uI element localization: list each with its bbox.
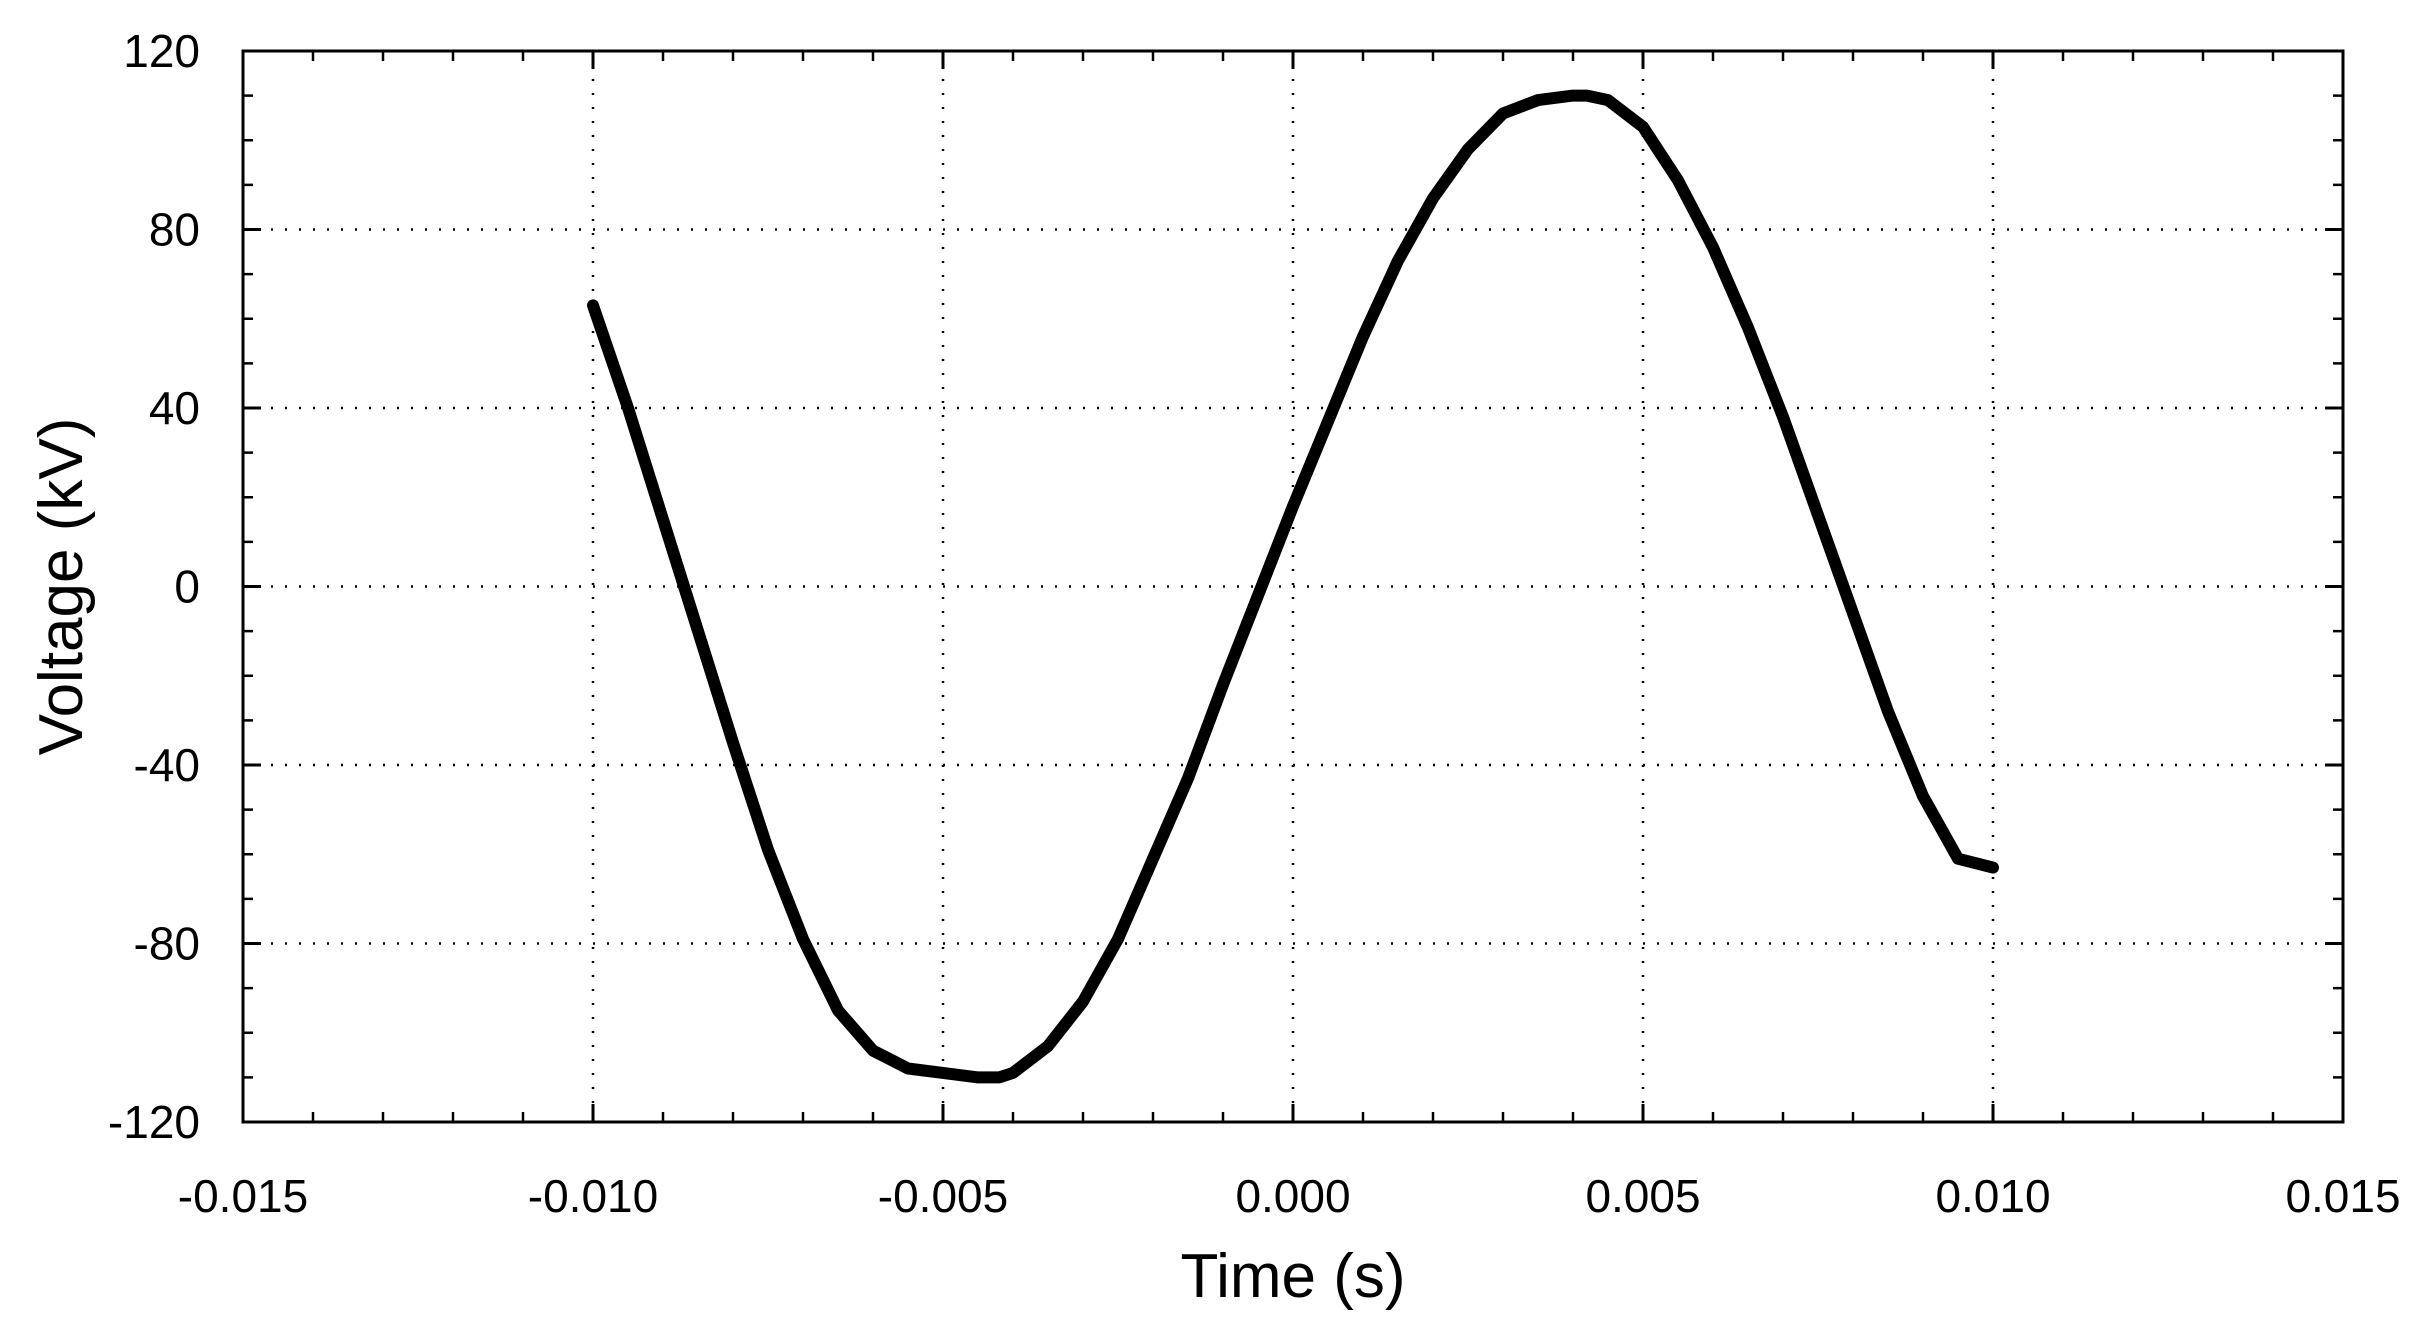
x-tick-label: -0.005 — [878, 1170, 1008, 1222]
y-axis-title: Voltage (kV) — [27, 418, 96, 756]
y-tick-labels: -120 -80 -40 0 40 80 120 — [108, 25, 200, 1148]
y-tick-label: 40 — [149, 382, 200, 434]
x-tick-label: 0.010 — [1935, 1170, 2050, 1222]
x-tick-label: 0.015 — [2285, 1170, 2400, 1222]
x-tick-labels: -0.015 -0.010 -0.005 0.000 0.005 0.010 0.015 — [178, 1170, 2401, 1222]
grid — [243, 51, 2343, 1122]
y-tick-label: 0 — [174, 561, 200, 613]
minor-ticks — [243, 51, 2343, 1122]
y-tick-label: -40 — [134, 739, 200, 791]
y-tick-label: -80 — [134, 918, 200, 970]
voltage-series-line — [587, 89, 1999, 1084]
x-tick-label: -0.015 — [178, 1170, 308, 1222]
y-tick-label: -120 — [108, 1096, 200, 1148]
x-tick-label: 0.005 — [1585, 1170, 1700, 1222]
x-axis-title: Time (s) — [1181, 1242, 1406, 1311]
x-tick-label: 0.000 — [1235, 1170, 1350, 1222]
x-tick-label: -0.010 — [528, 1170, 658, 1222]
y-tick-label: 80 — [149, 204, 200, 256]
y-tick-label: 120 — [123, 25, 200, 77]
plot-frame — [241, 49, 2345, 1124]
